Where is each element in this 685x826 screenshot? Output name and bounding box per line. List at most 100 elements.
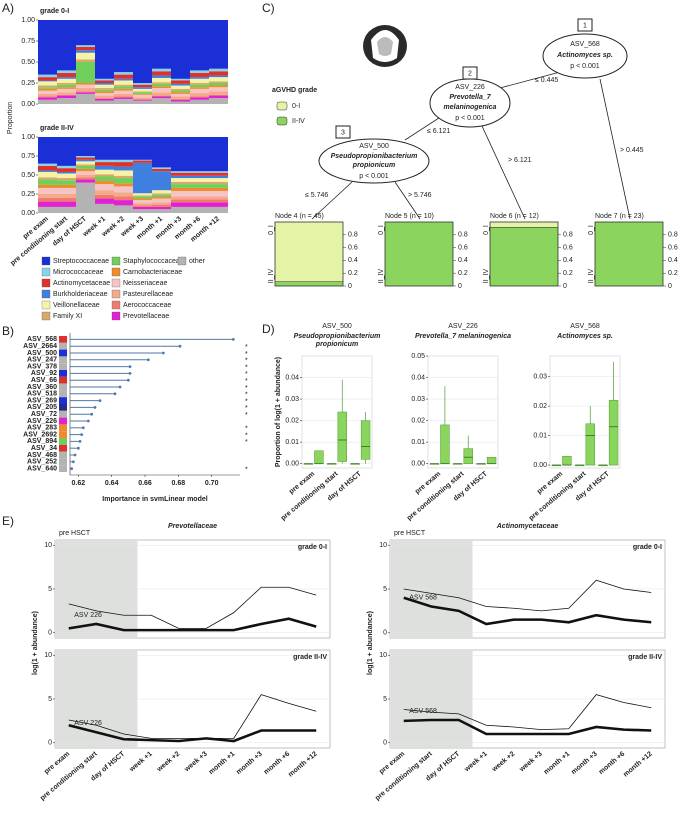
bar-segment — [190, 190, 209, 197]
y-tick-label: 0.4 — [458, 257, 468, 264]
facet-label: grade 0-I — [298, 544, 327, 551]
x-tick-label: 0.66 — [138, 480, 152, 487]
legend-swatch — [111, 300, 121, 310]
bar-segment — [209, 178, 228, 182]
bar-segment — [190, 93, 209, 97]
shade-label: pre HSCT — [59, 530, 91, 537]
facet-label: grade II-IV — [293, 654, 327, 661]
bar-segment — [38, 80, 57, 82]
bar-segment — [152, 86, 171, 89]
lollipop-dot — [146, 358, 150, 362]
legend-swatch — [111, 289, 121, 299]
bar-segment — [38, 88, 57, 91]
family-marker — [59, 410, 67, 418]
family-marker — [59, 363, 67, 370]
y-tick-label: 5 — [48, 586, 52, 593]
facet-label: grade II-IV — [628, 654, 662, 661]
bar-segment — [76, 46, 95, 51]
edge-label: ≤ 0.445 — [535, 77, 558, 84]
bar-segment — [114, 93, 133, 97]
terminal-bar — [489, 221, 559, 228]
bar-segment — [171, 20, 190, 79]
y-tick-label: 0.02 — [533, 403, 547, 410]
y-tick-label: 0.8 — [348, 232, 358, 239]
y-tick-label: 0.04 — [411, 374, 425, 381]
lollipop-dot — [86, 419, 90, 423]
bar-segment — [114, 178, 133, 184]
bar-segment — [152, 68, 171, 72]
bar-segment — [57, 178, 76, 181]
legend-swatch — [41, 311, 51, 321]
bar-segment — [38, 197, 57, 202]
bar-segment — [95, 165, 114, 170]
legend-swatch — [177, 256, 187, 266]
bar-segment — [133, 193, 152, 196]
category-label: ASV_283 — [27, 425, 57, 432]
family-marker — [59, 376, 67, 384]
bar-segment — [95, 174, 114, 177]
bar-segment — [171, 101, 190, 104]
bar-segment — [57, 88, 76, 93]
lollipop-dot — [118, 385, 122, 389]
tree-node: 1 ASV_568 Actinomyces sp. p < 0.001 — [542, 18, 628, 79]
bar-segment — [190, 83, 209, 85]
bar-segment — [133, 99, 152, 101]
x-tick-label: week +1 — [463, 751, 489, 774]
x-axis-label: Importance in svmLinear model — [102, 496, 207, 503]
bar-segment — [38, 74, 57, 78]
legend-swatch — [41, 278, 51, 288]
bar-segment — [152, 92, 171, 96]
bar-segment — [133, 162, 152, 194]
y-tick-label: 0.01 — [411, 439, 425, 446]
legend-swatch — [41, 256, 51, 266]
bar-segment — [95, 137, 114, 160]
bar-segment — [95, 95, 114, 99]
bar-segment — [133, 205, 152, 207]
bar-segment — [95, 93, 114, 96]
y-tick-label: 0 — [563, 283, 567, 290]
bar-segment — [114, 88, 133, 91]
category-label: ASV_640 — [27, 465, 57, 472]
bar-segment — [171, 92, 190, 94]
legend-label: Burkholderiaceae — [53, 291, 108, 298]
chart-title: ASV_226 — [448, 323, 478, 330]
bar-segment — [95, 78, 114, 81]
bar-segment — [171, 178, 190, 182]
bar-segment — [57, 78, 76, 83]
bar-segment — [114, 97, 133, 99]
bar-segment — [114, 84, 133, 87]
legend-label: other — [189, 258, 206, 265]
bar-segment — [38, 184, 57, 188]
node-id: 3 — [341, 129, 345, 136]
bar-segment — [133, 98, 152, 100]
bar-segment — [57, 95, 76, 99]
terminal-frame — [384, 221, 454, 287]
y-tick-label: 1.00 — [21, 17, 35, 24]
x-tick-label: 0.70 — [205, 480, 219, 487]
box — [360, 420, 371, 460]
significance-label: * — [245, 439, 248, 446]
legend-swatch — [276, 101, 288, 111]
terminal-bar — [384, 221, 454, 287]
class-label: II_IV — [378, 268, 385, 283]
bar-segment — [209, 68, 228, 72]
trend-line — [403, 579, 652, 612]
bar-segment — [57, 94, 76, 96]
bar-segment — [133, 196, 152, 199]
class-label: 0_I — [588, 225, 595, 235]
bar-segment — [209, 98, 228, 104]
bar-segment — [38, 93, 57, 97]
bar-segment — [57, 187, 76, 194]
bar-segment — [95, 162, 114, 166]
bar-segment — [190, 97, 209, 100]
significance-label: * — [245, 385, 248, 392]
y-tick-label: 0.2 — [563, 270, 573, 277]
lollipop-dot — [161, 351, 165, 355]
y-tick-label: 0.04 — [285, 374, 299, 381]
bar-segment — [209, 181, 228, 185]
bar-segment — [171, 187, 190, 191]
bar-segment — [38, 81, 57, 86]
bar-segment — [171, 175, 190, 179]
highlight-line — [68, 723, 317, 743]
